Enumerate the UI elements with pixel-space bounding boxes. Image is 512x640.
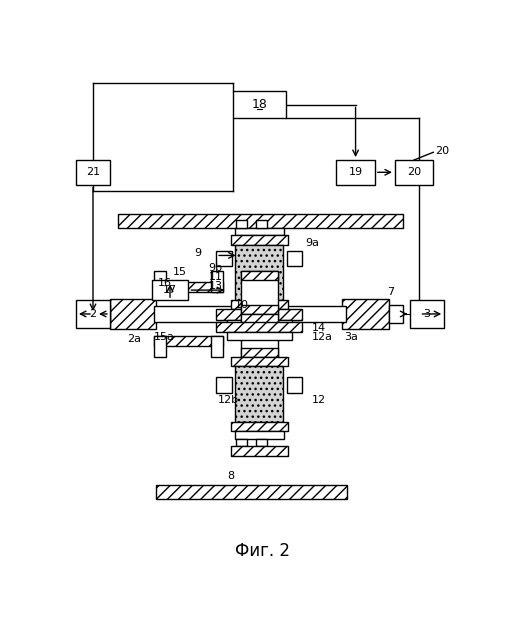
Bar: [241, 271, 278, 400]
Text: 12: 12: [312, 395, 326, 405]
Text: 13: 13: [208, 281, 223, 291]
Bar: [154, 271, 166, 292]
Bar: [389, 305, 402, 323]
Bar: [231, 300, 288, 309]
Text: 2: 2: [90, 309, 97, 319]
Bar: [241, 305, 278, 314]
Bar: [236, 438, 247, 447]
Text: 9: 9: [195, 248, 202, 258]
Bar: [110, 298, 156, 330]
Bar: [241, 348, 278, 357]
Bar: [76, 160, 110, 184]
Bar: [231, 357, 288, 366]
Bar: [395, 160, 433, 184]
Bar: [233, 91, 286, 118]
Bar: [336, 160, 375, 184]
Text: 15: 15: [173, 267, 187, 276]
Bar: [231, 422, 288, 431]
Text: 15a: 15a: [154, 332, 175, 342]
Text: 3: 3: [424, 309, 431, 319]
Bar: [211, 271, 223, 292]
Text: 12b: 12b: [218, 395, 239, 405]
Bar: [234, 431, 284, 438]
Bar: [216, 309, 303, 320]
Bar: [343, 298, 389, 330]
Bar: [211, 335, 223, 357]
Bar: [410, 300, 444, 328]
Bar: [236, 244, 283, 300]
Bar: [287, 251, 303, 266]
Bar: [152, 280, 188, 300]
Bar: [256, 220, 267, 228]
Text: 11: 11: [208, 272, 223, 282]
Text: 17: 17: [163, 285, 177, 295]
Bar: [96, 305, 110, 323]
Text: 20: 20: [407, 167, 421, 177]
Bar: [154, 335, 166, 357]
Bar: [216, 377, 231, 392]
Text: 2a: 2a: [127, 333, 141, 344]
Bar: [287, 377, 303, 392]
Text: 18: 18: [251, 98, 267, 111]
Bar: [236, 366, 283, 422]
Text: 19: 19: [349, 167, 362, 177]
Bar: [234, 228, 284, 236]
Bar: [76, 300, 110, 328]
Bar: [156, 485, 347, 499]
Text: 10: 10: [234, 300, 249, 310]
Text: Фиг. 2: Фиг. 2: [235, 542, 290, 560]
Bar: [236, 220, 247, 228]
Text: 9b: 9b: [208, 263, 223, 273]
Bar: [154, 335, 223, 346]
Bar: [154, 282, 223, 292]
Bar: [154, 307, 346, 322]
Text: 7: 7: [387, 287, 394, 298]
Text: 14: 14: [312, 323, 326, 333]
Bar: [118, 214, 402, 228]
Text: 21: 21: [86, 167, 100, 177]
Bar: [256, 438, 267, 447]
Bar: [241, 314, 278, 323]
Text: 3a: 3a: [344, 332, 358, 342]
Bar: [227, 320, 292, 328]
Text: 12a: 12a: [312, 332, 333, 342]
Bar: [227, 332, 292, 340]
Text: 20: 20: [435, 146, 449, 156]
Text: 9a: 9a: [306, 238, 319, 248]
Bar: [216, 251, 231, 266]
Bar: [216, 322, 303, 332]
Text: 16: 16: [158, 278, 172, 288]
Bar: [231, 447, 288, 456]
Bar: [231, 236, 288, 244]
Bar: [241, 271, 278, 280]
Text: 8: 8: [227, 470, 234, 481]
